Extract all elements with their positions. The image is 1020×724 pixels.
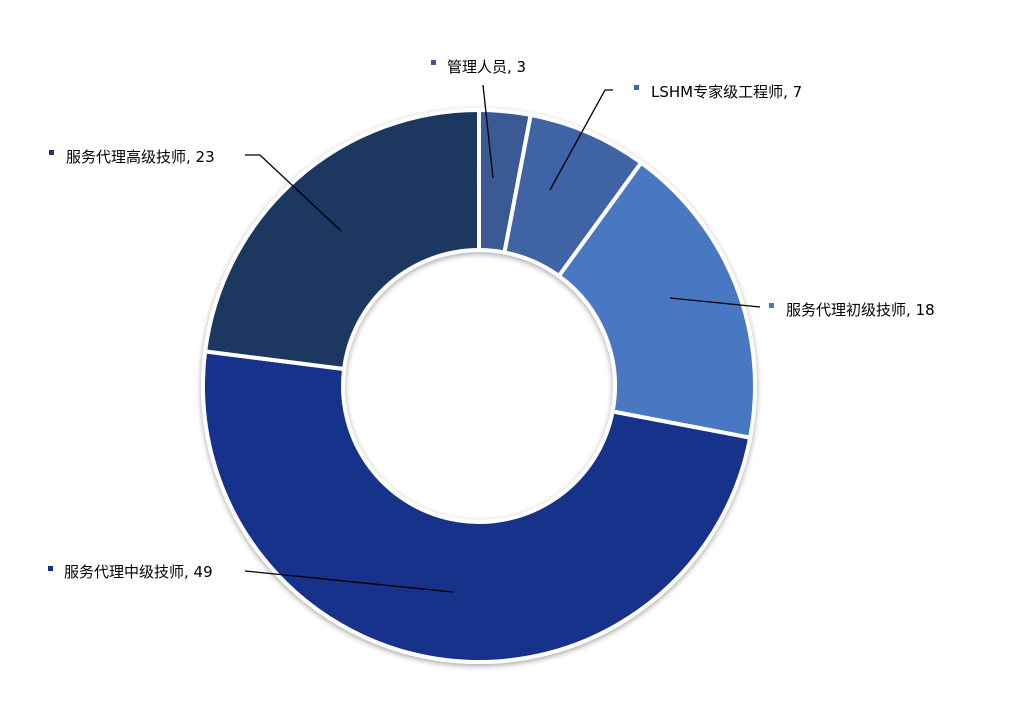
label-marker-2 xyxy=(769,303,774,308)
label-marker-1 xyxy=(634,85,639,90)
leader-line-4 xyxy=(245,154,342,232)
donut-slice-3 xyxy=(201,349,753,664)
donut-slice-4 xyxy=(202,107,481,372)
donut-slice-2 xyxy=(556,159,757,441)
data-label-4: 服务代理高级技师, 23 xyxy=(66,148,215,166)
leader-line-2 xyxy=(669,297,761,308)
leader-line-0 xyxy=(482,84,494,179)
label-marker-0 xyxy=(431,60,436,65)
label-marker-3 xyxy=(48,566,53,571)
data-label-3: 服务代理中级技师, 49 xyxy=(64,563,213,581)
data-label-0: 管理人员, 3 xyxy=(447,58,526,76)
data-label-2: 服务代理初级技师, 18 xyxy=(786,301,935,319)
data-label-1: LSHM专家级工程师, 7 xyxy=(651,83,802,101)
leader-line-3 xyxy=(244,570,454,593)
label-marker-4 xyxy=(49,150,54,155)
leader-line-1 xyxy=(549,89,613,191)
